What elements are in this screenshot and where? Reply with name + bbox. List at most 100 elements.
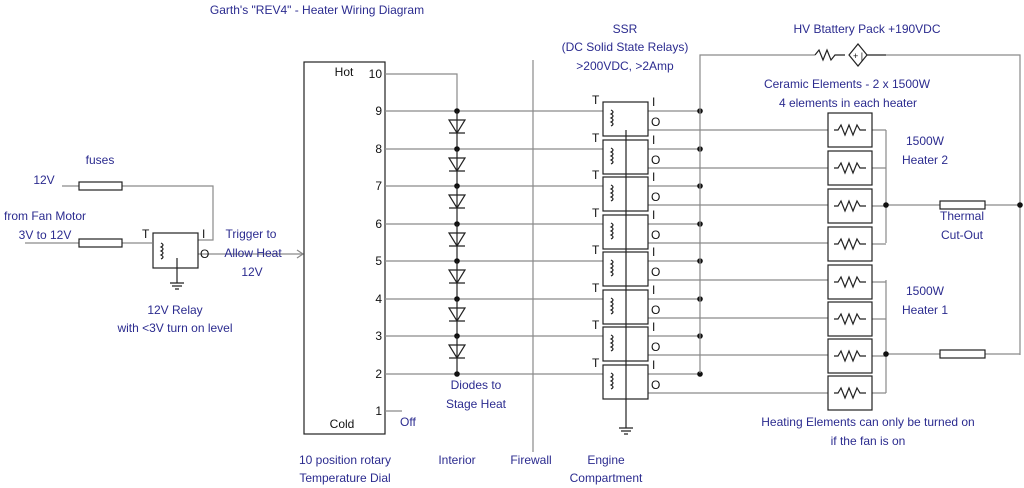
battery-label: HV Btattery Pack +190VDC — [793, 22, 940, 36]
ssr-pin-t: T — [592, 356, 600, 370]
stage-row: T IO — [385, 93, 886, 149]
heater2-label: Heater 2 — [902, 153, 948, 167]
arrow-icon — [296, 249, 305, 259]
relay-pin-t: T — [142, 227, 150, 241]
ssr-pin-o: O — [651, 303, 660, 317]
dial-position-2: 2 — [375, 367, 382, 381]
ssr-pin-t: T — [592, 168, 600, 182]
relay-pin-i: I — [202, 227, 205, 241]
ssr-pin-i: I — [652, 208, 655, 222]
ssr-coil-icon — [609, 372, 614, 390]
fan-voltage-label: 3V to 12V — [19, 228, 72, 242]
zone-interior: Interior — [438, 453, 475, 467]
row-wires — [385, 148, 886, 169]
dial-position-3: 3 — [375, 329, 382, 343]
dial-caption: 10 position rotary — [299, 453, 391, 467]
fuses-label: fuses — [86, 153, 115, 167]
ssr-pin-t: T — [592, 281, 600, 295]
ssr-pin-t: T — [592, 93, 600, 107]
ssr-pin-i: I — [652, 283, 655, 297]
relay-12v — [152, 232, 199, 269]
trigger-label-3: 12V — [241, 265, 262, 279]
resistor-icon — [834, 349, 866, 363]
dial-positions: 10 9 8 7 6 5 4 3 2 1 — [369, 67, 383, 418]
diodes-label: Diodes to — [451, 378, 502, 392]
resistor-icon — [834, 123, 866, 137]
dial-caption-2: Temperature Dial — [299, 471, 390, 485]
ssr-coil-icon — [609, 297, 614, 315]
ssr-coil-icon — [609, 334, 614, 352]
row-wires — [385, 335, 886, 357]
thermal-label-2: Cut-Out — [941, 228, 984, 242]
supply-12v-label: 12V — [33, 173, 54, 187]
diode-icon — [447, 186, 467, 224]
diode-icon — [447, 299, 467, 336]
ssr-pin-t: T — [592, 206, 600, 220]
heater1-label: Heater 1 — [902, 303, 948, 317]
row-wires — [385, 298, 886, 320]
dial-position-1: 1 — [375, 404, 382, 418]
battery-resistor-icon — [814, 48, 845, 62]
resistor-icon — [834, 237, 866, 251]
thermal-label: Thermal — [940, 209, 984, 223]
diode-icon — [447, 336, 467, 374]
dial-box — [303, 61, 386, 435]
ssr-pin-o: O — [651, 265, 660, 279]
diode-icon — [447, 111, 467, 149]
dial-cold-label: Cold — [330, 417, 355, 431]
fan-motor-label: from Fan Motor — [4, 209, 86, 223]
ssr-pin-i: I — [652, 358, 655, 372]
row-wires — [385, 223, 886, 245]
diode-icon — [447, 224, 467, 261]
ssr-coil-icon — [609, 184, 614, 202]
ssr-pin-o: O — [651, 228, 660, 242]
battery-symbol: + | — [853, 51, 863, 61]
heater1-watts: 1500W — [906, 284, 945, 298]
ssr-pin-i: I — [652, 170, 655, 184]
ssr-pin-o: O — [651, 378, 660, 392]
ssr-pin-i: I — [652, 320, 655, 334]
diodes-label-2: Stage Heat — [446, 397, 507, 411]
ssr-title: SSR — [613, 22, 638, 36]
ssr-pin-i: I — [652, 133, 655, 147]
stage-rows: T IOT IOT IOT IOT IOT IOT IOT IO — [385, 93, 887, 411]
resistor-icon — [834, 161, 866, 175]
dial-position-8: 8 — [375, 142, 382, 156]
ssr-pin-t: T — [592, 131, 600, 145]
zone-engine-2: Compartment — [570, 471, 643, 485]
ssr-pin-o: O — [651, 190, 660, 204]
dial-position-5: 5 — [375, 254, 382, 268]
trigger-label: Trigger to — [226, 227, 277, 241]
ssr-rating: >200VDC, >2Amp — [576, 59, 674, 73]
heater2-watts: 1500W — [906, 134, 945, 148]
zone-firewall: Firewall — [510, 453, 551, 467]
fuse-fan — [78, 238, 123, 248]
fuse-12v — [78, 181, 123, 191]
trigger-relay-section: fuses 12V from Fan Motor 3V to 12V T I O… — [4, 153, 305, 335]
relay-label: 12V Relay — [147, 303, 202, 317]
elements-label-2: 4 elements in each heater — [779, 96, 917, 110]
zone-engine: Engine — [587, 453, 625, 467]
ssr-pin-o: O — [651, 153, 660, 167]
ssr-pin-i: I — [652, 95, 655, 109]
heater1-fuse — [939, 349, 986, 359]
junction — [883, 351, 889, 357]
diode-icon — [447, 261, 467, 299]
ssr-coil-icon — [609, 147, 614, 165]
relay-coil-ground-icon — [159, 242, 184, 290]
dial-hot-label: Hot — [335, 65, 354, 79]
resistor-icon — [834, 199, 866, 213]
row-wires — [385, 110, 886, 131]
dial-position-10: 10 — [369, 67, 383, 81]
junction — [697, 371, 703, 377]
elements-label: Ceramic Elements - 2 x 1500W — [764, 77, 931, 91]
relay-label-2: with <3V turn on level — [116, 321, 232, 335]
note: Heating Elements can only be turned on — [761, 415, 974, 429]
note-2: if the fan is on — [831, 434, 906, 448]
resistor-icon — [834, 275, 866, 289]
trigger-label-2: Allow Heat — [224, 246, 282, 260]
thermal-cutout-fuse — [939, 200, 986, 210]
ssr-coil-icon — [609, 222, 614, 240]
junction — [1017, 202, 1023, 208]
